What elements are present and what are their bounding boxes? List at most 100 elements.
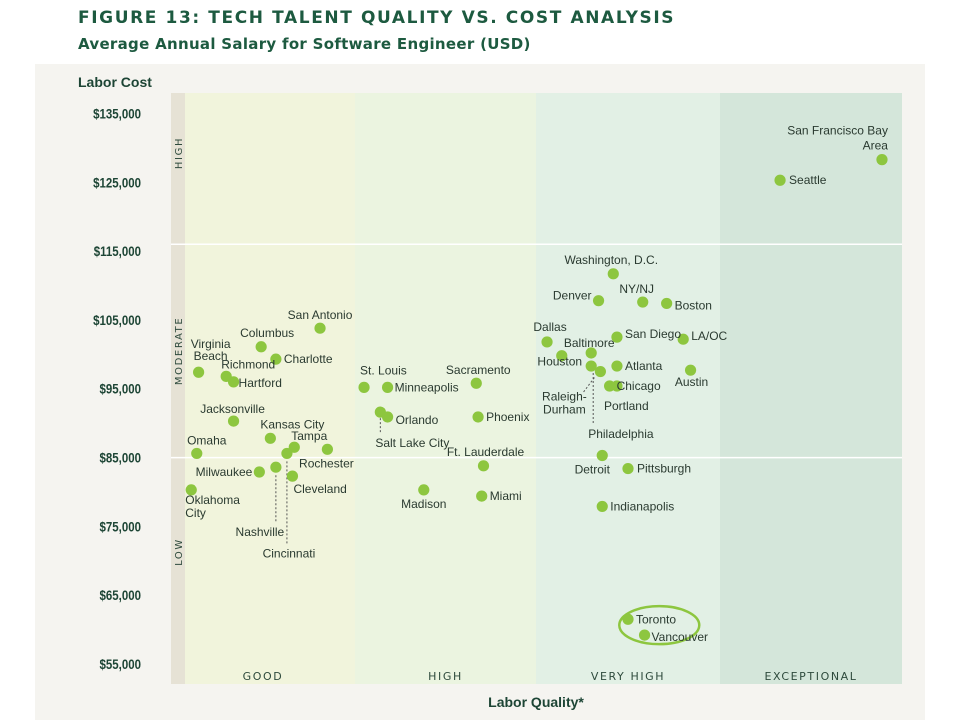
point-kansas-city [264, 432, 276, 444]
point-virginia-beach [193, 366, 205, 378]
point-pittsburgh [622, 462, 634, 475]
point-omaha [191, 447, 203, 460]
x-band-label-very-high: VERY HIGH [591, 670, 665, 683]
label-milwaukee: Milwaukee [196, 465, 253, 479]
label-oklahoma-city: Oklahoma City [185, 493, 240, 520]
label-portland: Portland [604, 399, 649, 413]
point-st-louis [358, 381, 370, 393]
y-tick-label: $75,000 [100, 518, 141, 534]
point-minneapolis [381, 381, 394, 393]
label-cincinnati: Cincinnati [263, 546, 316, 560]
point-ft-lauderdale [477, 460, 490, 472]
point-orlando [381, 411, 394, 423]
cost-band-strip [171, 93, 185, 684]
cost-band-label-moderate: MODERATE [174, 317, 185, 385]
label-indianapolis: Indianapolis [610, 499, 674, 513]
point-raleigh-durham [594, 365, 607, 378]
point-indianapolis [596, 500, 608, 513]
label-omaha: Omaha [187, 433, 227, 447]
label-tampa: Tampa [291, 429, 327, 443]
label-rochester: Rochester [299, 456, 354, 470]
point-miami [476, 490, 488, 502]
x-axis-title: Labor Quality* [488, 694, 584, 710]
point-philadelphia [585, 360, 597, 372]
label-orlando: Orlando [396, 413, 439, 427]
data-points [185, 154, 888, 641]
x-band-label-good: GOOD [243, 670, 284, 683]
cost-band-label-high: HIGH [174, 137, 185, 169]
label-san-francisco-bay-area: San Francisco Bay Area [787, 124, 888, 153]
point-milwaukee [253, 466, 265, 478]
point-boston [661, 297, 673, 310]
point-la-oc [677, 333, 689, 345]
label-seattle: Seattle [789, 173, 827, 187]
label-nashville: Nashville [236, 525, 285, 539]
label-jacksonville: Jacksonville [200, 402, 265, 416]
label-chicago: Chicago [617, 379, 661, 393]
cost-band-label-low: LOW [174, 538, 185, 566]
y-tick-label: $125,000 [93, 174, 141, 190]
connector-lines [275, 373, 595, 544]
point-phoenix [472, 411, 484, 423]
label-vancouver: Vancouver [652, 630, 708, 644]
point-san-antonio [314, 322, 326, 334]
point-tampa [288, 441, 300, 453]
point-toronto [622, 613, 634, 625]
label-charlotte: Charlotte [284, 352, 333, 366]
label-salt-lake-city: Salt Lake City [375, 436, 449, 450]
chart-subtitle: Average Annual Salary for Software Engin… [78, 35, 531, 53]
label-boston: Boston [675, 298, 712, 312]
plot-background [171, 93, 902, 684]
label-la-oc: LA/OC [691, 329, 727, 343]
point-hartford [227, 376, 240, 388]
label-baltimore: Baltimore [564, 336, 615, 350]
label-washington-d-c: Washington, D.C. [564, 253, 658, 267]
y-tick-label: $85,000 [100, 449, 141, 465]
label-richmond: Richmond [221, 357, 275, 371]
label-madison: Madison [401, 497, 446, 511]
highlight-group [618, 604, 701, 646]
label-hartford: Hartford [239, 376, 282, 390]
y-tick-label: $135,000 [93, 105, 141, 121]
label-sacramento: Sacramento [446, 363, 511, 377]
label-houston: Houston [537, 355, 582, 369]
highlight-ellipse [618, 604, 701, 646]
label-philadelphia: Philadelphia [588, 427, 654, 441]
quality-band-exceptional [720, 93, 902, 684]
point-houston [556, 350, 568, 362]
label-san-antonio: San Antonio [288, 308, 353, 322]
point-columbus [255, 341, 267, 353]
point-san-francisco-bay-area [876, 154, 888, 166]
label-denver: Denver [553, 289, 592, 303]
point-seattle [774, 174, 786, 186]
y-tick-label: $55,000 [100, 656, 141, 672]
point-denver [592, 295, 605, 307]
point-labels: San Francisco Bay Area Seattle Washington, … [185, 124, 888, 644]
point-washington-d-c [607, 268, 619, 280]
point-ny-nj [637, 296, 649, 308]
point-madison [418, 484, 430, 496]
point-cleveland [286, 470, 299, 482]
point-sacramento [470, 377, 482, 389]
label-ny-nj: NY/NJ [619, 282, 654, 296]
label-san-diego: San Diego [625, 327, 681, 341]
point-austin [684, 364, 697, 376]
label-cleveland: Cleveland [293, 482, 346, 496]
y-axis-title: Labor Cost [78, 74, 152, 90]
point-rochester [321, 443, 333, 455]
label-austin: Austin [675, 375, 708, 389]
label-detroit: Detroit [575, 462, 611, 476]
x-band-label-high: HIGH [428, 670, 463, 683]
point-san-diego [611, 331, 623, 343]
point-oklahoma-city [185, 484, 197, 496]
label-virginia-beach: Virginia Beach [191, 337, 231, 363]
y-tick-label: $115,000 [94, 243, 141, 259]
y-tick-label: $95,000 [100, 381, 141, 397]
point-dallas [541, 336, 553, 348]
quality-band-very-high [536, 93, 720, 684]
point-detroit [596, 449, 608, 462]
point-jacksonville [227, 415, 240, 427]
quality-band-good [171, 93, 355, 684]
label-atlanta: Atlanta [625, 359, 663, 373]
